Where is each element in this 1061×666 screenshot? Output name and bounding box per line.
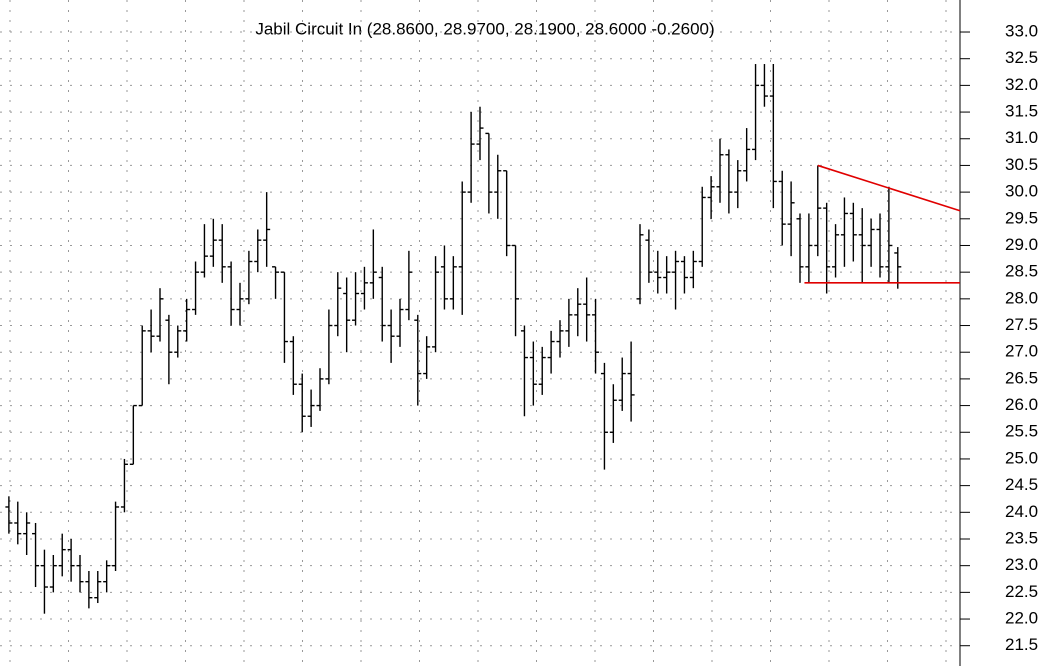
y-tick-label: 26.0	[1005, 395, 1038, 414]
chart-title: Jabil Circuit In (28.8600, 28.9700, 28.1…	[255, 19, 714, 38]
y-tick-label: 22.0	[1005, 609, 1038, 628]
y-tick-label: 29.5	[1005, 208, 1038, 227]
y-tick-label: 27.0	[1005, 342, 1038, 361]
y-tick-label: 23.5	[1005, 528, 1038, 547]
y-tick-label: 32.0	[1005, 75, 1038, 94]
y-tick-label: 25.0	[1005, 448, 1038, 467]
y-tick-label: 25.5	[1005, 422, 1038, 441]
y-tick-label: 24.5	[1005, 475, 1038, 494]
y-tick-label: 32.5	[1005, 48, 1038, 67]
y-tick-label: 21.5	[1005, 635, 1038, 654]
y-tick-label: 31.0	[1005, 128, 1038, 147]
y-tick-label: 28.0	[1005, 288, 1038, 307]
y-tick-label: 23.0	[1005, 555, 1038, 574]
y-tick-label: 30.0	[1005, 182, 1038, 201]
y-tick-label: 30.5	[1005, 155, 1038, 174]
y-tick-label: 33.0	[1005, 22, 1038, 41]
y-tick-label: 29.0	[1005, 235, 1038, 254]
trendline	[817, 164, 961, 212]
y-tick-label: 26.5	[1005, 368, 1038, 387]
y-tick-label: 22.5	[1005, 582, 1038, 601]
y-tick-label: 27.5	[1005, 315, 1038, 334]
y-tick-label: 31.5	[1005, 102, 1038, 121]
y-tick-label: 28.5	[1005, 262, 1038, 281]
time-grid	[9, 0, 947, 666]
y-tick-label: 24.0	[1005, 502, 1038, 521]
